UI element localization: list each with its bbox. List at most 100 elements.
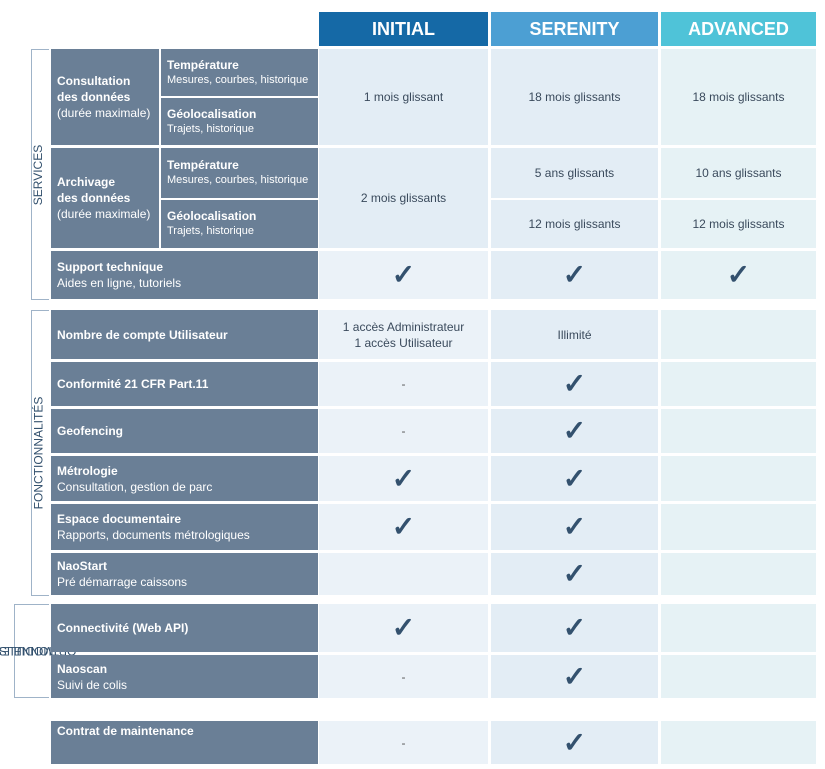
consultation-advanced-value: 18 mois glissants [692, 90, 785, 104]
cfr-label: Conformité 21 CFR Part.11 [51, 362, 318, 406]
consultation-geo-title: Géolocalisation [167, 106, 257, 121]
naostart-title: NaoStart [57, 559, 108, 573]
archivage-serenity-geo: 12 mois glissants [491, 200, 658, 248]
header-serenity-label: SERENITY [529, 18, 620, 39]
archivage-serenity-temp: 5 ans glissants [491, 148, 658, 198]
naostart-sub: Pré démarrage caissons [57, 575, 188, 589]
support-label: Support technique Aides en ligne, tutori… [51, 251, 318, 299]
check-icon: ✓ [562, 415, 587, 446]
archivage-geo-title: Géolocalisation [167, 209, 257, 223]
contrat-title: Contrat de maintenance [57, 724, 194, 738]
consultation-geo-sub: Trajets, historique [167, 122, 255, 135]
archivage-title-2: des données [57, 191, 131, 205]
support-sub: Aides en ligne, tutoriels [57, 276, 182, 290]
consultation-title-2: des données [57, 90, 131, 104]
archivage-serenity-temp-value: 5 ans glissants [534, 166, 615, 180]
contrat-initial: - [319, 721, 488, 764]
check-icon: ✓ [562, 558, 587, 589]
consultation-temperature-label: Température Mesures, courbes, historique [161, 49, 318, 96]
archivage-title-3: (durée maximale) [57, 207, 151, 221]
archivage-advanced-geo-value: 12 mois glissants [692, 217, 785, 231]
cfr-initial-value: - [401, 377, 406, 391]
naoscan-initial-value: - [401, 669, 406, 684]
naostart-label: NaoStart Pré démarrage caissons [51, 553, 318, 595]
naostart-advanced [661, 553, 816, 595]
cfr-initial: - [319, 362, 488, 406]
section-modules-text: MODULES OPTIONNELS [0, 612, 77, 689]
archivage-label: Archivage des données (durée maximale) [51, 148, 159, 248]
comptes-initial-line1: 1 accès Administrateur [342, 319, 465, 334]
metrologie-sub: Consultation, gestion de parc [57, 479, 213, 494]
contrat-advanced [661, 721, 816, 764]
check-icon: ✓ [391, 612, 416, 643]
consultation-label: Consultation des données (durée maximale… [51, 49, 159, 145]
check-icon: ✓ [562, 368, 587, 399]
connectivite-serenity: ✓ [491, 604, 658, 652]
contrat-serenity: ✓ [491, 721, 658, 764]
header-advanced-label: ADVANCED [688, 18, 789, 39]
metrologie-advanced [661, 456, 816, 501]
consultation-advanced: 18 mois glissants [661, 49, 816, 145]
espace-initial: ✓ [319, 504, 488, 550]
comptes-title: Nombre de compte Utilisateur [57, 327, 228, 342]
geofencing-advanced [661, 409, 816, 453]
cfr-advanced [661, 362, 816, 406]
connectivite-advanced [661, 604, 816, 652]
naoscan-advanced [661, 655, 816, 698]
comptes-label: Nombre de compte Utilisateur [51, 310, 318, 359]
espace-sub: Rapports, documents métrologiques [57, 528, 250, 542]
archivage-geolocalisation-label: Géolocalisation Trajets, historique [161, 200, 318, 248]
geofencing-title: Geofencing [57, 424, 124, 438]
check-icon: ✓ [562, 259, 587, 290]
archivage-title-1: Archivage [57, 175, 116, 189]
geofencing-label: Geofencing [51, 409, 318, 453]
consultation-initial: 1 mois glissant [319, 49, 488, 145]
archivage-serenity-geo-value: 12 mois glissants [528, 217, 621, 231]
consultation-title-1: Consultation [57, 74, 131, 88]
check-icon: ✓ [391, 462, 416, 494]
naoscan-serenity: ✓ [491, 655, 658, 698]
archivage-geo-sub: Trajets, historique [167, 225, 255, 237]
archivage-temperature-label: Température Mesures, courbes, historique [161, 148, 318, 198]
consultation-temp-sub: Mesures, courbes, historique [167, 73, 309, 86]
espace-title: Espace documentaire [57, 512, 182, 526]
archivage-temp-sub: Mesures, courbes, historique [167, 174, 309, 186]
geofencing-serenity: ✓ [491, 409, 658, 453]
consultation-temp-title: Température [167, 57, 239, 72]
comptes-advanced [661, 310, 816, 359]
cfr-title: Conformité 21 CFR Part.11 [57, 377, 209, 391]
archivage-initial: 2 mois glissants [319, 148, 488, 248]
section-modules: MODULES OPTIONNELS [0, 604, 77, 698]
consultation-geolocalisation-label: Géolocalisation Trajets, historique [161, 98, 318, 145]
metrologie-title: Métrologie [57, 463, 118, 478]
check-icon: ✓ [562, 660, 587, 692]
header-initial-label: INITIAL [372, 18, 435, 39]
check-icon: ✓ [391, 259, 416, 290]
naoscan-label: Naoscan Suivi de colis [51, 655, 318, 698]
archivage-initial-value: 2 mois glissants [360, 191, 447, 205]
section-services-label: SERVICES [31, 144, 45, 205]
services-bracket [31, 49, 49, 300]
comptes-serenity-value: Illimité [557, 327, 592, 342]
metrologie-initial: ✓ [319, 456, 488, 501]
comptes-initial: 1 accès Administrateur 1 accès Utilisate… [319, 310, 488, 359]
check-icon: ✓ [562, 462, 587, 494]
archivage-advanced-geo: 12 mois glissants [661, 200, 816, 248]
check-icon: ✓ [562, 511, 587, 542]
contrat-label: Contrat de maintenance [51, 721, 318, 764]
comptes-initial-line2: 1 accès Utilisateur [354, 335, 453, 350]
check-icon: ✓ [562, 726, 587, 758]
espace-advanced [661, 504, 816, 550]
support-serenity: ✓ [491, 251, 658, 299]
archivage-advanced-temp: 10 ans glissants [661, 148, 816, 198]
section-services: SERVICES [26, 49, 50, 300]
support-advanced: ✓ [661, 251, 816, 299]
section-fonctionnalites: FONCTIONNALITÉS [26, 310, 50, 596]
support-title: Support technique [57, 260, 163, 274]
naostart-serenity: ✓ [491, 553, 658, 595]
modules-bracket [14, 604, 49, 698]
check-icon: ✓ [562, 612, 587, 643]
naoscan-initial: - [319, 655, 488, 698]
fonctionnalites-bracket [31, 310, 49, 596]
metrologie-label: Métrologie Consultation, gestion de parc [51, 456, 318, 501]
